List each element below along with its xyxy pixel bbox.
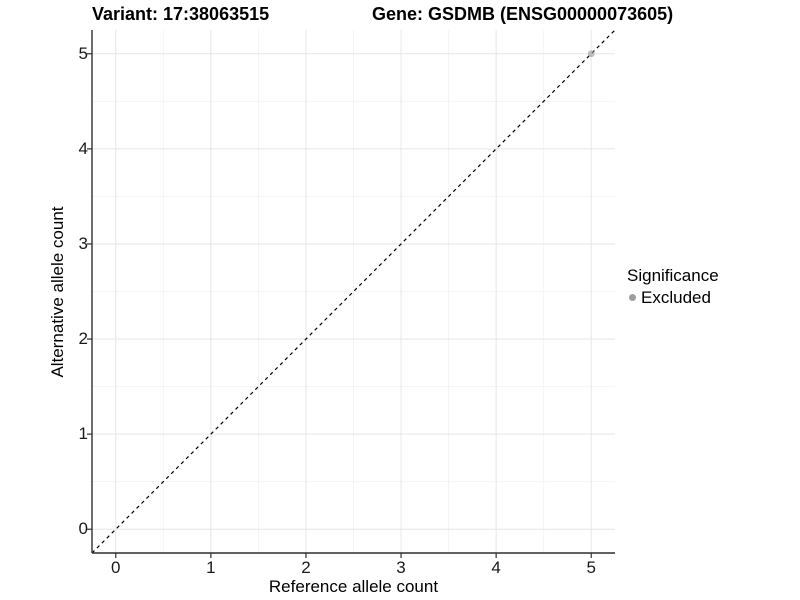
x-tick-label: 0 [111,558,121,577]
legend-title: Significance [627,266,719,285]
x-axis-label: Reference allele count [268,577,439,596]
y-tick-label: 5 [78,43,88,63]
y-tick-label: 4 [78,138,88,158]
y-axis-label: Alternative allele count [48,206,67,378]
x-tick-label: 1 [206,558,216,577]
plot-title-gene: Gene: GSDMB (ENSG00000073605) [372,4,674,24]
y-tick-label: 0 [78,519,88,539]
y-tick-label: 3 [78,233,88,253]
identity-line [91,29,616,554]
x-tick-label: 5 [586,558,596,577]
data-point [587,50,595,58]
legend-point-icon [629,294,636,301]
x-tick-label: 4 [491,558,501,577]
legend: Significance Excluded [627,265,719,308]
x-tick-label: 2 [301,558,311,577]
y-tick-label: 1 [78,424,88,444]
y-tick-label: 2 [78,329,88,349]
plot-title-variant: Variant: 17:38063515 [92,4,270,24]
legend-item-excluded: Excluded [627,287,719,308]
legend-item-label: Excluded [641,288,711,307]
x-tick-label: 3 [396,558,406,577]
